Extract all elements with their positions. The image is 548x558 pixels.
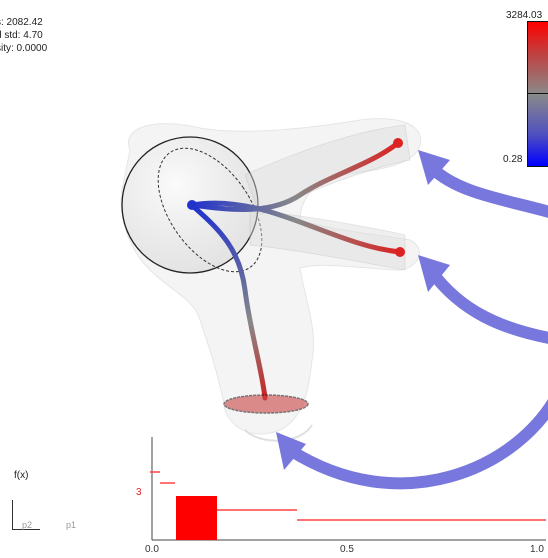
colorbar-max-label: 3284.03 bbox=[506, 10, 543, 21]
centerline-lower bbox=[189, 200, 403, 255]
p2-label: p2 bbox=[22, 520, 33, 530]
lower-branch-shell bbox=[249, 209, 406, 271]
arrow-heads bbox=[276, 150, 450, 470]
x-tick-2: 1.0 bbox=[530, 544, 544, 555]
centerline-upper bbox=[189, 140, 401, 212]
stats-line-2: d std: 4.70 bbox=[0, 30, 43, 41]
plot-bar bbox=[176, 496, 217, 540]
stats-line-3: sity: 0.0000 bbox=[0, 43, 48, 54]
colorbar-min-label: 0.28 bbox=[503, 154, 523, 165]
stats-overlay: s: 2082.42 d std: 4.70 sity: 0.0000 bbox=[0, 16, 47, 55]
colorbar-midline bbox=[527, 93, 548, 94]
legend-axis-vertical bbox=[12, 500, 13, 530]
step-plot bbox=[150, 437, 546, 541]
annotation-arrows bbox=[284, 162, 548, 490]
stats-line-1: s: 2082.42 bbox=[0, 17, 43, 28]
colorbar bbox=[527, 21, 548, 167]
endpoint-origin bbox=[187, 200, 197, 210]
arrow-head-upper bbox=[418, 150, 450, 185]
x-tick-0: 0.0 bbox=[145, 544, 159, 555]
endpoint-upper bbox=[393, 138, 403, 148]
legend-axis-horizontal bbox=[12, 529, 40, 530]
arrow-middle bbox=[426, 266, 548, 344]
arrow-bottom bbox=[284, 399, 548, 490]
arrow-head-middle bbox=[418, 255, 450, 292]
p1-label: p1 bbox=[66, 520, 77, 530]
arrow-upper bbox=[426, 162, 548, 218]
arrow-head-bottom bbox=[276, 432, 306, 470]
outlet-ring bbox=[223, 394, 309, 414]
centerline-down bbox=[192, 205, 268, 401]
sphere-ring bbox=[157, 147, 263, 273]
endpoint-lower bbox=[395, 247, 405, 257]
x-tick-1: 0.5 bbox=[340, 544, 354, 555]
plot-y-label: 3 bbox=[136, 487, 142, 498]
fx-label: f(x) bbox=[14, 470, 29, 481]
